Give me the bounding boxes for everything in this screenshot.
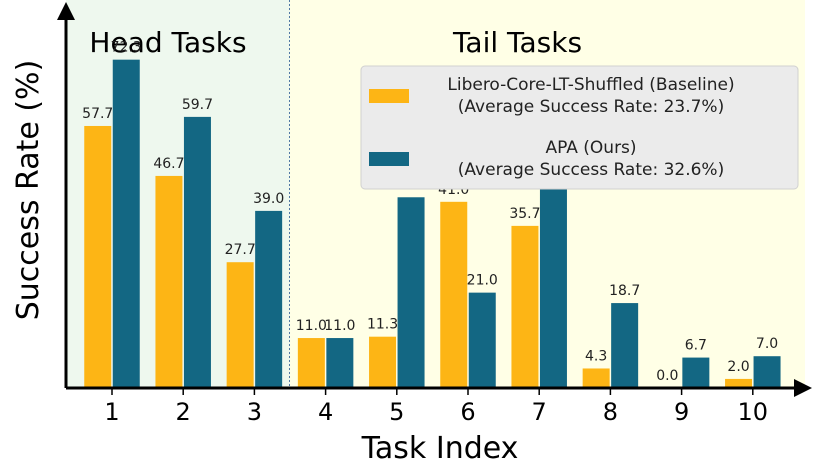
y-axis-label: Success Rate (%) (11, 60, 46, 321)
legend: Libero-Core-LT-Shuffled (Baseline)(Avera… (360, 65, 799, 190)
legend-label-apa: APA (Ours) (545, 138, 636, 158)
bar-baseline-task-2 (155, 175, 183, 388)
x-tick-label-6: 6 (460, 398, 475, 426)
value-label-baseline-task-10: 2.0 (727, 359, 749, 375)
bar-baseline-task-3 (226, 262, 254, 388)
value-label-apa-task-8: 18.7 (609, 283, 640, 299)
legend-box (360, 65, 799, 190)
bar-baseline-task-1 (84, 125, 112, 388)
bar-apa-task-6 (468, 292, 496, 388)
legend-subtitle-baseline: (Average Success Rate: 23.7%) (458, 97, 724, 117)
value-label-apa-task-3: 39.0 (253, 191, 284, 207)
bar-baseline-task-6 (440, 201, 468, 388)
value-label-apa-task-6: 21.0 (467, 273, 498, 289)
value-label-baseline-task-1: 57.7 (82, 106, 113, 122)
bar-apa-task-4 (326, 338, 354, 388)
value-label-apa-task-2: 59.7 (182, 97, 213, 113)
value-label-baseline-task-2: 46.7 (153, 156, 184, 172)
axes-layer (57, 2, 812, 397)
x-tick-label-9: 9 (674, 398, 689, 426)
value-label-baseline-task-5: 11.3 (367, 317, 398, 333)
legend-subtitle-apa: (Average Success Rate: 32.6%) (458, 160, 724, 180)
x-tick-label-7: 7 (532, 398, 547, 426)
legend-swatch-baseline (369, 89, 409, 103)
bar-baseline-task-7 (511, 225, 539, 388)
value-label-baseline-task-3: 27.7 (225, 242, 256, 258)
bar-apa-task-1 (112, 59, 140, 388)
bar-apa-task-9 (682, 357, 710, 388)
bar-apa-task-8 (611, 303, 639, 388)
bar-apa-task-5 (397, 197, 425, 388)
value-label-baseline-task-9: 0.0 (656, 368, 678, 384)
x-tick-label-3: 3 (247, 398, 262, 426)
bar-baseline-task-4 (297, 338, 325, 388)
bar-baseline-task-5 (369, 336, 397, 388)
legend-swatch-apa (369, 152, 409, 166)
x-tick-label-2: 2 (176, 398, 191, 426)
value-label-baseline-task-7: 35.7 (509, 206, 540, 222)
x-tick-label-10: 10 (738, 398, 769, 426)
x-tick-label-4: 4 (318, 398, 333, 426)
value-label-apa-task-4: 11.0 (324, 318, 355, 334)
x-tick-label-1: 1 (104, 398, 119, 426)
x-tick-labels: 1 2 3 4 5 6 7 8 9 10 (104, 388, 768, 426)
bar-baseline-task-10 (725, 378, 753, 388)
y-axis-arrow-icon (57, 2, 75, 20)
x-axis-label: Task Index (361, 431, 519, 466)
bars-layer (84, 59, 781, 389)
value-label-apa-task-10: 7.0 (756, 336, 778, 352)
bar-apa-task-2 (183, 116, 211, 389)
region-label-tail-tasks: Tail Tasks (452, 26, 582, 59)
bar-apa-task-7 (539, 165, 567, 388)
bar-baseline-task-8 (582, 368, 610, 388)
legend-label-baseline: Libero-Core-LT-Shuffled (Baseline) (447, 75, 734, 95)
x-tick-label-8: 8 (603, 398, 618, 426)
bar-apa-task-10 (753, 356, 781, 388)
value-label-apa-task-9: 6.7 (685, 338, 707, 354)
region-label-head-tasks: Head Tasks (89, 26, 246, 59)
bar-apa-task-3 (255, 210, 283, 388)
value-label-baseline-task-8: 4.3 (585, 348, 607, 364)
value-label-apa-task-1: 72.3 (111, 40, 142, 56)
value-label-baseline-task-4: 11.0 (296, 318, 327, 334)
x-axis-arrow-icon (794, 379, 812, 397)
x-tick-label-5: 5 (389, 398, 404, 426)
